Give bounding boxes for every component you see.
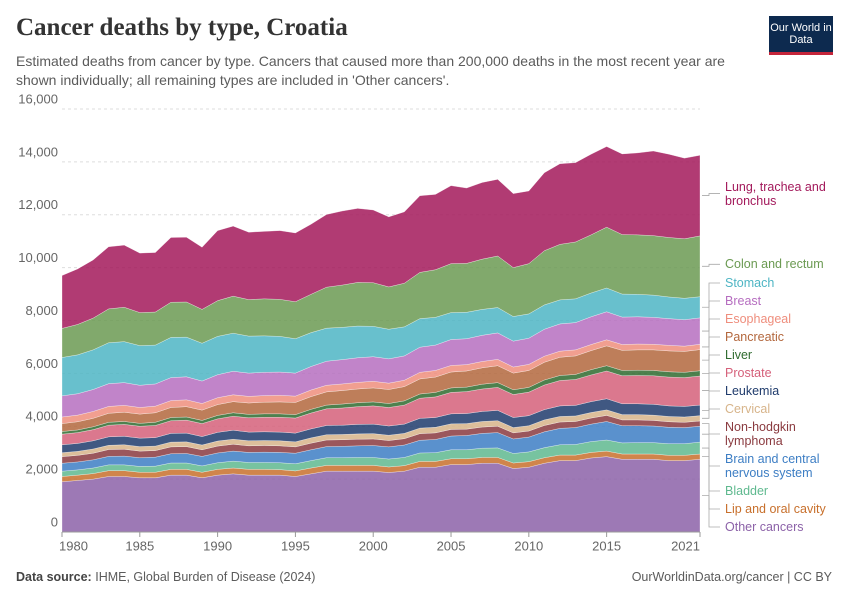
leader-line bbox=[702, 263, 720, 267]
leader-line bbox=[702, 282, 720, 308]
subtitle: Estimated deaths from cancer by type. Ca… bbox=[16, 53, 725, 88]
leader-line bbox=[702, 456, 720, 510]
leader-line bbox=[702, 423, 720, 435]
source-text: IHME, Global Burden of Disease (2024) bbox=[95, 570, 316, 584]
legend-label[interactable]: Colon and rectum bbox=[725, 257, 824, 272]
y-tick-label: 0 bbox=[51, 514, 58, 529]
legend-label[interactable]: Pancreatic bbox=[725, 330, 785, 344]
y-tick-label: 2,000 bbox=[25, 462, 58, 477]
legend-label[interactable]: Bladder bbox=[725, 484, 769, 498]
x-tick-label: 2010 bbox=[514, 538, 543, 553]
legend-label[interactable]: Lung, trachea and bronchus bbox=[725, 179, 826, 208]
logo[interactable]: Our World in Data bbox=[769, 16, 833, 55]
legend-label[interactable]: Esophageal bbox=[725, 312, 792, 326]
x-tick-label: 1980 bbox=[59, 538, 88, 553]
title: Cancer deaths by type, Croatia bbox=[16, 14, 348, 41]
leader-line bbox=[702, 300, 720, 332]
legend-label[interactable]: Leukemia bbox=[725, 384, 780, 398]
x-tick-label: 1990 bbox=[203, 538, 232, 553]
source-label: Data source: bbox=[16, 570, 92, 584]
leader-line bbox=[702, 193, 720, 196]
y-tick-label: 4,000 bbox=[25, 409, 58, 424]
y-tick-label: 14,000 bbox=[18, 144, 58, 159]
legend-label[interactable]: Breast bbox=[725, 294, 762, 308]
x-tick-label: 2005 bbox=[437, 538, 466, 553]
logo-text[interactable]: Our World in Data bbox=[770, 22, 832, 46]
source: Data source: IHME, Global Burden of Dise… bbox=[16, 570, 315, 584]
x-tick-label: 2021 bbox=[671, 538, 700, 553]
x-tick-label: 1995 bbox=[281, 538, 310, 553]
legend-label[interactable]: Stomach bbox=[725, 276, 775, 290]
credit[interactable]: OurWorldinData.org/cancer | CC BY bbox=[631, 570, 832, 584]
leader-line bbox=[702, 390, 720, 411]
x-tick-label: 2000 bbox=[359, 538, 388, 553]
y-tick-label: 6,000 bbox=[25, 356, 58, 371]
legend-label[interactable]: Liver bbox=[725, 348, 753, 362]
leader-line bbox=[702, 495, 720, 528]
x-tick-label: 2015 bbox=[592, 538, 621, 553]
y-tick-label: 16,000 bbox=[18, 91, 58, 106]
legend-label[interactable]: Non-hodgkin lymphoma bbox=[725, 420, 796, 448]
leader-line bbox=[702, 318, 720, 348]
legend-label[interactable]: Cervical bbox=[725, 402, 771, 416]
legend-label[interactable]: Brain and central nervous system bbox=[725, 452, 820, 480]
leader-line bbox=[702, 354, 720, 374]
x-tick-label: 1985 bbox=[125, 538, 154, 553]
leader-line bbox=[702, 336, 720, 361]
y-tick-label: 12,000 bbox=[18, 197, 58, 212]
leader-line bbox=[702, 408, 720, 419]
legend-label[interactable]: Other cancers bbox=[725, 520, 804, 534]
y-tick-label: 8,000 bbox=[25, 303, 58, 318]
legend-label[interactable]: Prostate bbox=[725, 366, 772, 380]
leader-line bbox=[702, 433, 720, 467]
legend-label[interactable]: Lip and oral cavity bbox=[725, 502, 826, 516]
leader-line bbox=[702, 372, 720, 391]
leader-line bbox=[702, 447, 720, 492]
y-tick-label: 10,000 bbox=[18, 250, 58, 265]
area bbox=[61, 146, 701, 329]
